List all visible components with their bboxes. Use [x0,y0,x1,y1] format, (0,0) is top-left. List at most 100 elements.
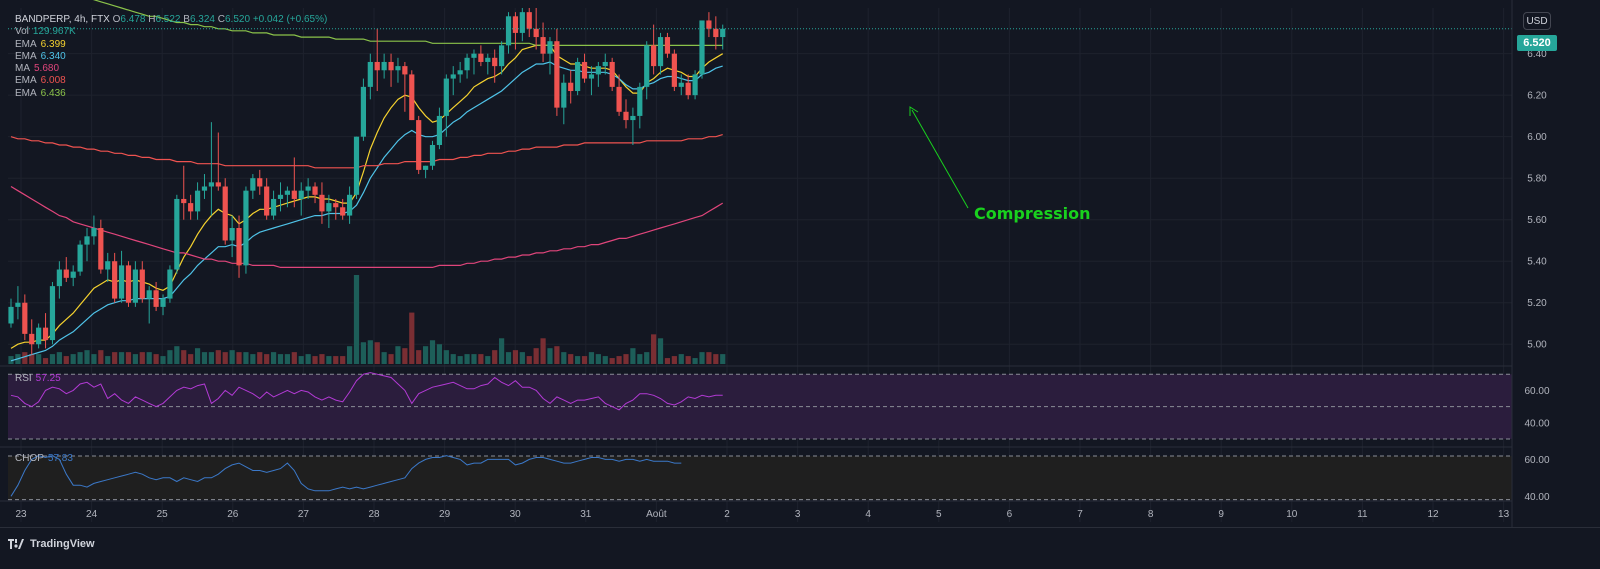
compression-annotation: Compression [974,204,1091,223]
candle-body [361,87,366,137]
volume-bar [64,356,69,364]
candle-body [478,54,483,62]
volume-bar [520,352,525,364]
candle-body [230,228,235,240]
volume-bar [84,350,89,364]
indicator-row-2[interactable]: EMA 6.340 [15,51,327,63]
indicator-panes [8,373,1512,500]
candle-body [126,265,131,302]
y-tick-label: 6.20 [1527,91,1547,102]
volume-bar [527,356,532,364]
volume-bar [147,352,152,364]
candle-body [686,83,691,95]
candle-body [485,58,490,62]
volume-bar [596,354,601,364]
volume-bar [278,354,283,364]
volume-bar [22,352,27,364]
candle-body [561,83,566,108]
volume-bar [692,358,697,364]
currency-button[interactable]: USD [1523,12,1551,30]
close-label: C [218,14,225,25]
candle-body [658,37,663,66]
volume-bar [534,348,539,364]
candle-body [340,207,345,215]
indicator-row-1[interactable]: EMA 6.399 [15,39,327,51]
indicator-row-3[interactable]: MA 5.680 [15,63,327,75]
symbol-label[interactable]: BANDPERP, 4h, FTX [15,14,110,25]
volume-bar [492,350,497,364]
close-value: 6.520 [225,14,250,25]
candle-body [672,54,677,87]
indicator-value: 6.340 [41,51,66,62]
volume-bar [361,342,366,364]
x-tick-label: 3 [795,509,801,520]
volume-bar [264,354,269,364]
change-value: +0.042 (+0.65%) [253,14,328,25]
volume-bar [181,350,186,364]
indicator-row-4[interactable]: EMA 6.008 [15,75,327,87]
volume-bar [112,352,117,364]
x-tick-label: 10 [1286,509,1298,520]
candle-body [306,187,311,191]
volume-bar [610,358,615,364]
brand[interactable]: TradingView [8,538,95,550]
x-tick-label: 11 [1357,509,1368,520]
chop-band [8,456,1512,500]
candle-body [8,307,13,324]
volume-bar [464,354,469,364]
volume-bar [195,348,200,364]
volume-bar [216,350,221,364]
volume-bar [333,356,338,364]
volume-bar [354,275,359,364]
candle-body [312,187,317,195]
indicator-row-5[interactable]: EMA 6.436 [15,88,327,100]
candle-body [299,191,304,199]
rsi-label[interactable]: RSI 57.25 [15,373,61,384]
candle-body [333,203,338,207]
volume-bar [312,356,317,364]
candle-body [84,236,89,244]
volume-bar [78,352,83,364]
y-tick-label: 6.00 [1527,132,1547,143]
volume-bar [167,350,172,364]
candle-body [140,270,145,299]
candle-body [547,41,552,53]
chart-legend: BANDPERP, 4h, FTX O6.478 H6.522 B6.324 C… [15,14,327,100]
volume-bar [230,350,235,364]
tradingview-logo-icon [8,539,24,549]
candle-body [36,328,41,345]
volume-bar [699,352,704,364]
candle-body [174,199,179,270]
candle-body [665,37,670,54]
volume-bar [319,354,324,364]
x-tick-label: 5 [936,509,942,520]
volume-bar [568,354,573,364]
y-tick-label: 5.60 [1527,215,1547,226]
volume-bar [154,354,159,364]
volume-bar [271,352,276,364]
candle-body [720,29,725,37]
volume-bar [133,354,138,364]
candle-body [223,187,228,241]
volume-bar [402,348,407,364]
candle-body [278,195,283,199]
x-tick-label: 30 [510,509,522,520]
volume-row[interactable]: Vol 129.967K [15,26,327,38]
candle-body [589,74,594,78]
low-label: B [183,14,190,25]
candle-body [257,178,262,186]
candle-body [464,58,469,70]
volume-bar [679,354,684,364]
candle-body [347,195,352,216]
volume-bar [140,352,145,364]
volume-bar [658,338,663,364]
indicator-value: 6.399 [41,39,66,50]
candle-body [499,45,504,66]
chop-label[interactable]: CHOP 57.83 [15,453,73,464]
candle-body [112,261,117,298]
rsi-name: RSI [15,373,32,384]
rsi-tick-label: 40.00 [1524,418,1549,429]
x-tick-label: 2 [724,509,730,520]
x-tick-label: 23 [15,509,27,520]
volume-bar [340,356,345,364]
